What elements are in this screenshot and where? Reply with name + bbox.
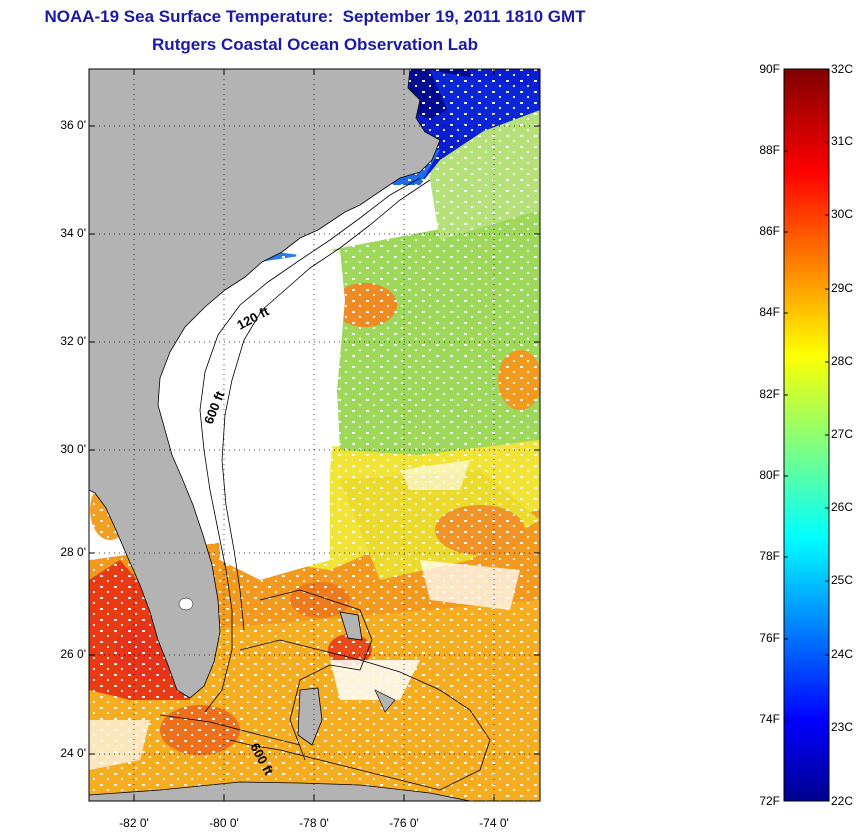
colorbar-f-label: 80F	[759, 468, 780, 482]
map-ticks	[89, 69, 540, 801]
colorbar-c-label: 28C	[831, 354, 854, 368]
colorbar-c-label: 22C	[831, 794, 854, 808]
colorbar-c-label: 31C	[831, 134, 854, 148]
colorbar-f-label: 90F	[759, 62, 780, 76]
lon-label: -76 0'	[389, 816, 419, 830]
colorbar-c-label: 24C	[831, 647, 854, 661]
lon-label: -80 0'	[209, 816, 239, 830]
colorbar	[783, 68, 830, 802]
colorbar-c-label: 23C	[831, 720, 854, 734]
colorbar-f-label: 84F	[759, 305, 780, 319]
cuba-land	[89, 781, 471, 801]
lon-label: -78 0'	[299, 816, 329, 830]
map-gridlines	[89, 69, 540, 801]
map-title: NOAA-19 Sea Surface Temperature: Septemb…	[44, 7, 586, 26]
lat-label: 30 0'	[60, 442, 86, 456]
colorbar-f-label: 72F	[759, 794, 780, 808]
colorbar-c-label: 25C	[831, 573, 854, 587]
lon-label: -82 0'	[119, 816, 149, 830]
colorbar-f-label: 74F	[759, 712, 780, 726]
land-mass	[89, 69, 441, 699]
sst-field	[89, 69, 540, 801]
colorbar-c-label: 30C	[831, 207, 854, 221]
lat-label: 26 0'	[60, 647, 86, 661]
colorbar-f-label: 82F	[759, 387, 780, 401]
lat-label: 34 0'	[60, 226, 86, 240]
colorbar-f-label: 86F	[759, 224, 780, 238]
colorbar-ticks	[784, 141, 829, 729]
map-subtitle: Rutgers Coastal Ocean Observation Lab	[152, 35, 478, 54]
colorbar-f-label: 78F	[759, 549, 780, 563]
colorbar-c-label: 29C	[831, 281, 854, 295]
colorbar-c-label: 26C	[831, 500, 854, 514]
colorbar-c-label: 32C	[831, 62, 854, 76]
andros-island	[297, 687, 323, 746]
lon-label: -74 0'	[479, 816, 509, 830]
colorbar-c-label: 27C	[831, 427, 854, 441]
lat-label: 24 0'	[60, 746, 86, 760]
colorbar-f-label: 76F	[759, 631, 780, 645]
lat-label: 28 0'	[60, 545, 86, 559]
lat-label: 32 0'	[60, 334, 86, 348]
colorbar-f-label: 88F	[759, 143, 780, 157]
lat-label: 36 0'	[60, 118, 86, 132]
